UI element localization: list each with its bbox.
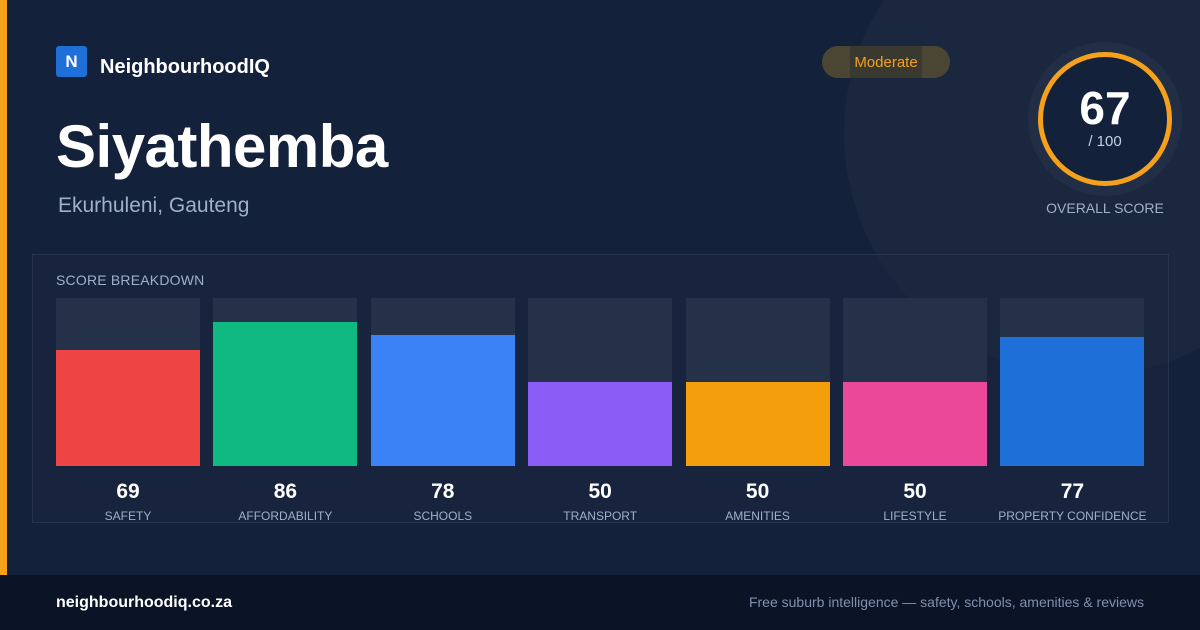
bar-fill — [56, 350, 200, 466]
bar-column: 50 TRANSPORT — [528, 298, 673, 523]
rating-badge: Moderate — [822, 46, 950, 78]
rating-badge-label: Moderate — [854, 53, 918, 71]
bar-fill — [1000, 336, 1145, 466]
overall-score-value: 67 — [1079, 82, 1131, 134]
bar-track — [528, 298, 673, 466]
overall-score-max: / 100 — [1088, 133, 1122, 150]
bar-value: 50 — [903, 480, 927, 503]
bar-fill — [843, 382, 987, 466]
bar-value: 50 — [745, 480, 770, 503]
bar-column: 69 SAFETY — [56, 298, 200, 523]
bar-label: PROPERTY CONFIDENCE — [998, 509, 1147, 523]
overall-score-label: OVERALL SCORE — [1046, 200, 1164, 216]
bar-track — [1000, 298, 1145, 466]
bar-column: 50 AMENITIES — [685, 298, 830, 523]
score-breakdown-title: SCORE BREAKDOWN — [56, 272, 205, 288]
score-breakdown-chart: 69 SAFETY 86 AFFORDABILITY 78 SCHOOLS 50 TRANSP… — [56, 298, 1147, 523]
logo-icon: N — [56, 46, 87, 77]
bar-fill — [213, 321, 358, 466]
bar-fill — [370, 334, 515, 466]
score-card: N NeighbourhoodIQ Siyathemba Ekurhuleni,… — [0, 0, 1172, 575]
bar-value: 50 — [588, 480, 612, 503]
bar-label: AMENITIES — [725, 509, 790, 523]
accent-bar — [0, 0, 7, 575]
bar-fill — [528, 382, 673, 466]
bar-fill — [685, 382, 830, 466]
overall-score-ring — [1038, 52, 1172, 186]
bar-track — [685, 298, 830, 466]
bar-label: TRANSPORT — [563, 509, 638, 523]
bar-label: AFFORDABILITY — [238, 509, 333, 523]
bar-value: 77 — [1060, 480, 1085, 503]
footer-site-link[interactable]: neighbourhoodiq.co.za — [56, 594, 232, 611]
bar-label: LIFESTYLE — [883, 509, 947, 523]
footer — [0, 575, 1200, 630]
bar-column: 50 LIFESTYLE — [843, 298, 987, 523]
bar-track — [213, 298, 358, 466]
bar-column: 78 SCHOOLS — [370, 298, 515, 523]
bar-value: 78 — [431, 480, 455, 503]
bar-column: 86 AFFORDABILITY — [213, 298, 358, 523]
suburb-location: Ekurhuleni, Gauteng — [58, 194, 250, 217]
bar-value: 86 — [273, 480, 298, 503]
bar-value: 69 — [116, 480, 140, 503]
bar-label: SAFETY — [104, 509, 152, 523]
bar-track — [843, 298, 987, 466]
suburb-title: Siyathemba — [56, 113, 388, 180]
bar-column: 77 PROPERTY CONFIDENCE — [998, 298, 1147, 523]
footer-tagline: Free suburb intelligence — safety, schoo… — [748, 594, 1144, 610]
bar-track — [56, 298, 200, 466]
bar-track — [370, 298, 515, 466]
bar-label: SCHOOLS — [413, 509, 473, 523]
brand-name: NeighbourhoodIQ — [100, 56, 270, 78]
